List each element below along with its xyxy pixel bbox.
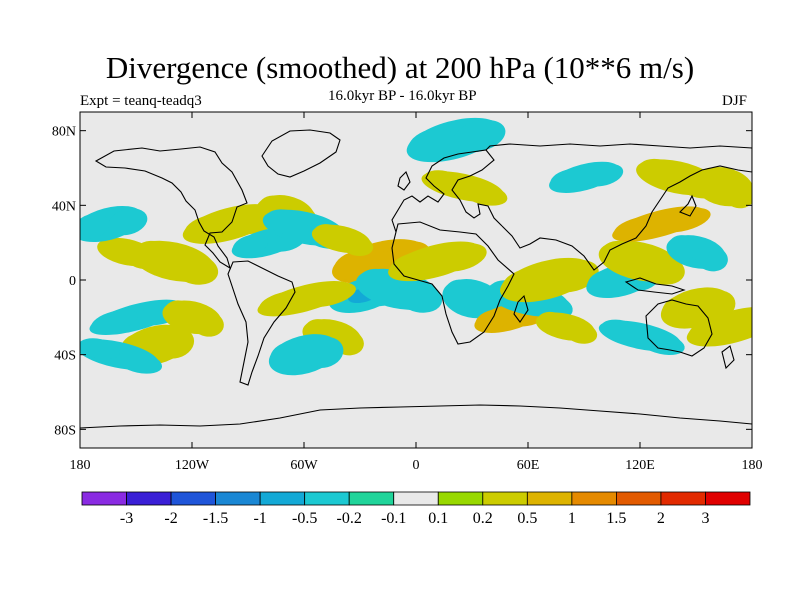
colorbar-swatch xyxy=(437,491,484,506)
anomaly-region xyxy=(421,170,508,206)
australia-coast xyxy=(645,299,713,357)
anomaly-region xyxy=(388,241,487,282)
colorbar-label: -0.1 xyxy=(381,510,406,527)
greenland-coast xyxy=(261,129,341,178)
colorbar-label: -0.2 xyxy=(337,510,362,527)
uk-coast xyxy=(397,171,411,191)
anomaly-region xyxy=(612,206,711,242)
colorbar-label: -1 xyxy=(253,510,266,527)
europe-coast xyxy=(391,149,503,233)
experiment-label: Expt = teanq-teadq3 xyxy=(80,93,202,109)
colorbar-swatch xyxy=(126,491,172,506)
colorbar-swatch xyxy=(348,491,395,506)
colorbar: -3 -2 -1.5 -1 -0.5 -0.2 -0.1 0.1 0.2 0.5 1 1.5 2 3 xyxy=(81,491,751,527)
anomaly-region xyxy=(500,257,599,303)
colorbar-swatch xyxy=(393,491,439,506)
latitude-labels: 80N 40N 0 40S 80S xyxy=(52,125,76,439)
axis-ticks xyxy=(79,112,753,448)
north-america-coast xyxy=(94,146,248,270)
south-america-coast xyxy=(227,260,296,386)
indonesia-coast xyxy=(624,277,686,295)
lon-tick-label: 120E xyxy=(625,458,655,473)
lat-tick-label: 40S xyxy=(54,349,76,364)
anomaly-region xyxy=(666,235,728,272)
colorbar-swatch xyxy=(482,491,528,506)
anomaly-region xyxy=(80,338,163,374)
anomaly-region xyxy=(598,319,685,355)
madagascar-coast xyxy=(513,294,529,323)
colorbar-label: 1 xyxy=(568,510,576,527)
map-plot-area xyxy=(80,112,752,448)
anomaly-regions xyxy=(80,117,752,376)
lon-tick-label: 180 xyxy=(70,458,91,473)
lon-tick-label: 60W xyxy=(290,458,318,473)
anomaly-region xyxy=(311,224,374,257)
colorbar-label: 1.5 xyxy=(606,510,626,527)
colorbar-label: 2 xyxy=(657,510,665,527)
period-label: 16.0kyr BP - 16.0kyr BP xyxy=(328,88,477,104)
new-zealand-coast xyxy=(721,345,735,370)
colorbar-swatch xyxy=(705,491,751,506)
colorbar-label: -1.5 xyxy=(203,510,228,527)
lon-tick-label: 60E xyxy=(517,458,540,473)
colorbar-swatch xyxy=(616,491,662,506)
anomaly-region xyxy=(132,240,219,285)
asia-coast xyxy=(485,143,752,271)
lon-tick-label: 120W xyxy=(175,458,210,473)
anomaly-region xyxy=(268,334,344,376)
antarctica-coast xyxy=(80,404,752,429)
coastlines xyxy=(80,129,752,429)
colorbar-label: 3 xyxy=(701,510,709,527)
lon-tick-label: 0 xyxy=(413,458,420,473)
anomaly-region xyxy=(80,205,148,243)
colorbar-swatch xyxy=(215,491,261,506)
colorbar-label: -3 xyxy=(120,510,133,527)
colorbar-swatch xyxy=(170,491,216,506)
chart-title: Divergence (smoothed) at 200 hPa (10**6 … xyxy=(105,50,695,85)
anomaly-region xyxy=(549,161,624,193)
anomaly-region xyxy=(535,311,598,344)
longitude-labels: 180 120W 60W 0 60E 120E 180 xyxy=(70,458,763,473)
africa-coast xyxy=(391,221,515,345)
lat-tick-label: 40N xyxy=(52,199,76,214)
colorbar-label: -0.5 xyxy=(292,510,317,527)
colorbar-swatch xyxy=(571,491,617,506)
colorbar-label: -2 xyxy=(164,510,177,527)
anomaly-region xyxy=(257,281,356,317)
colorbar-swatch xyxy=(304,491,350,506)
anomaly-region xyxy=(636,158,723,199)
lat-tick-label: 80S xyxy=(54,423,76,438)
colorbar-swatch xyxy=(526,491,573,506)
season-label: DJF xyxy=(722,93,748,109)
lat-tick-label: 0 xyxy=(69,274,76,289)
anomaly-region xyxy=(598,240,685,285)
colorbar-swatch xyxy=(81,491,127,506)
lat-tick-label: 80N xyxy=(52,125,76,140)
colorbar-label: 0.1 xyxy=(428,510,448,527)
colorbar-label: 0.5 xyxy=(517,510,537,527)
colorbar-label: 0.2 xyxy=(473,510,493,527)
japan-coast xyxy=(679,194,697,217)
lon-tick-label: 180 xyxy=(742,458,763,473)
colorbar-swatch xyxy=(660,491,706,506)
colorbar-swatch xyxy=(259,491,306,506)
anomaly-region xyxy=(162,300,224,337)
